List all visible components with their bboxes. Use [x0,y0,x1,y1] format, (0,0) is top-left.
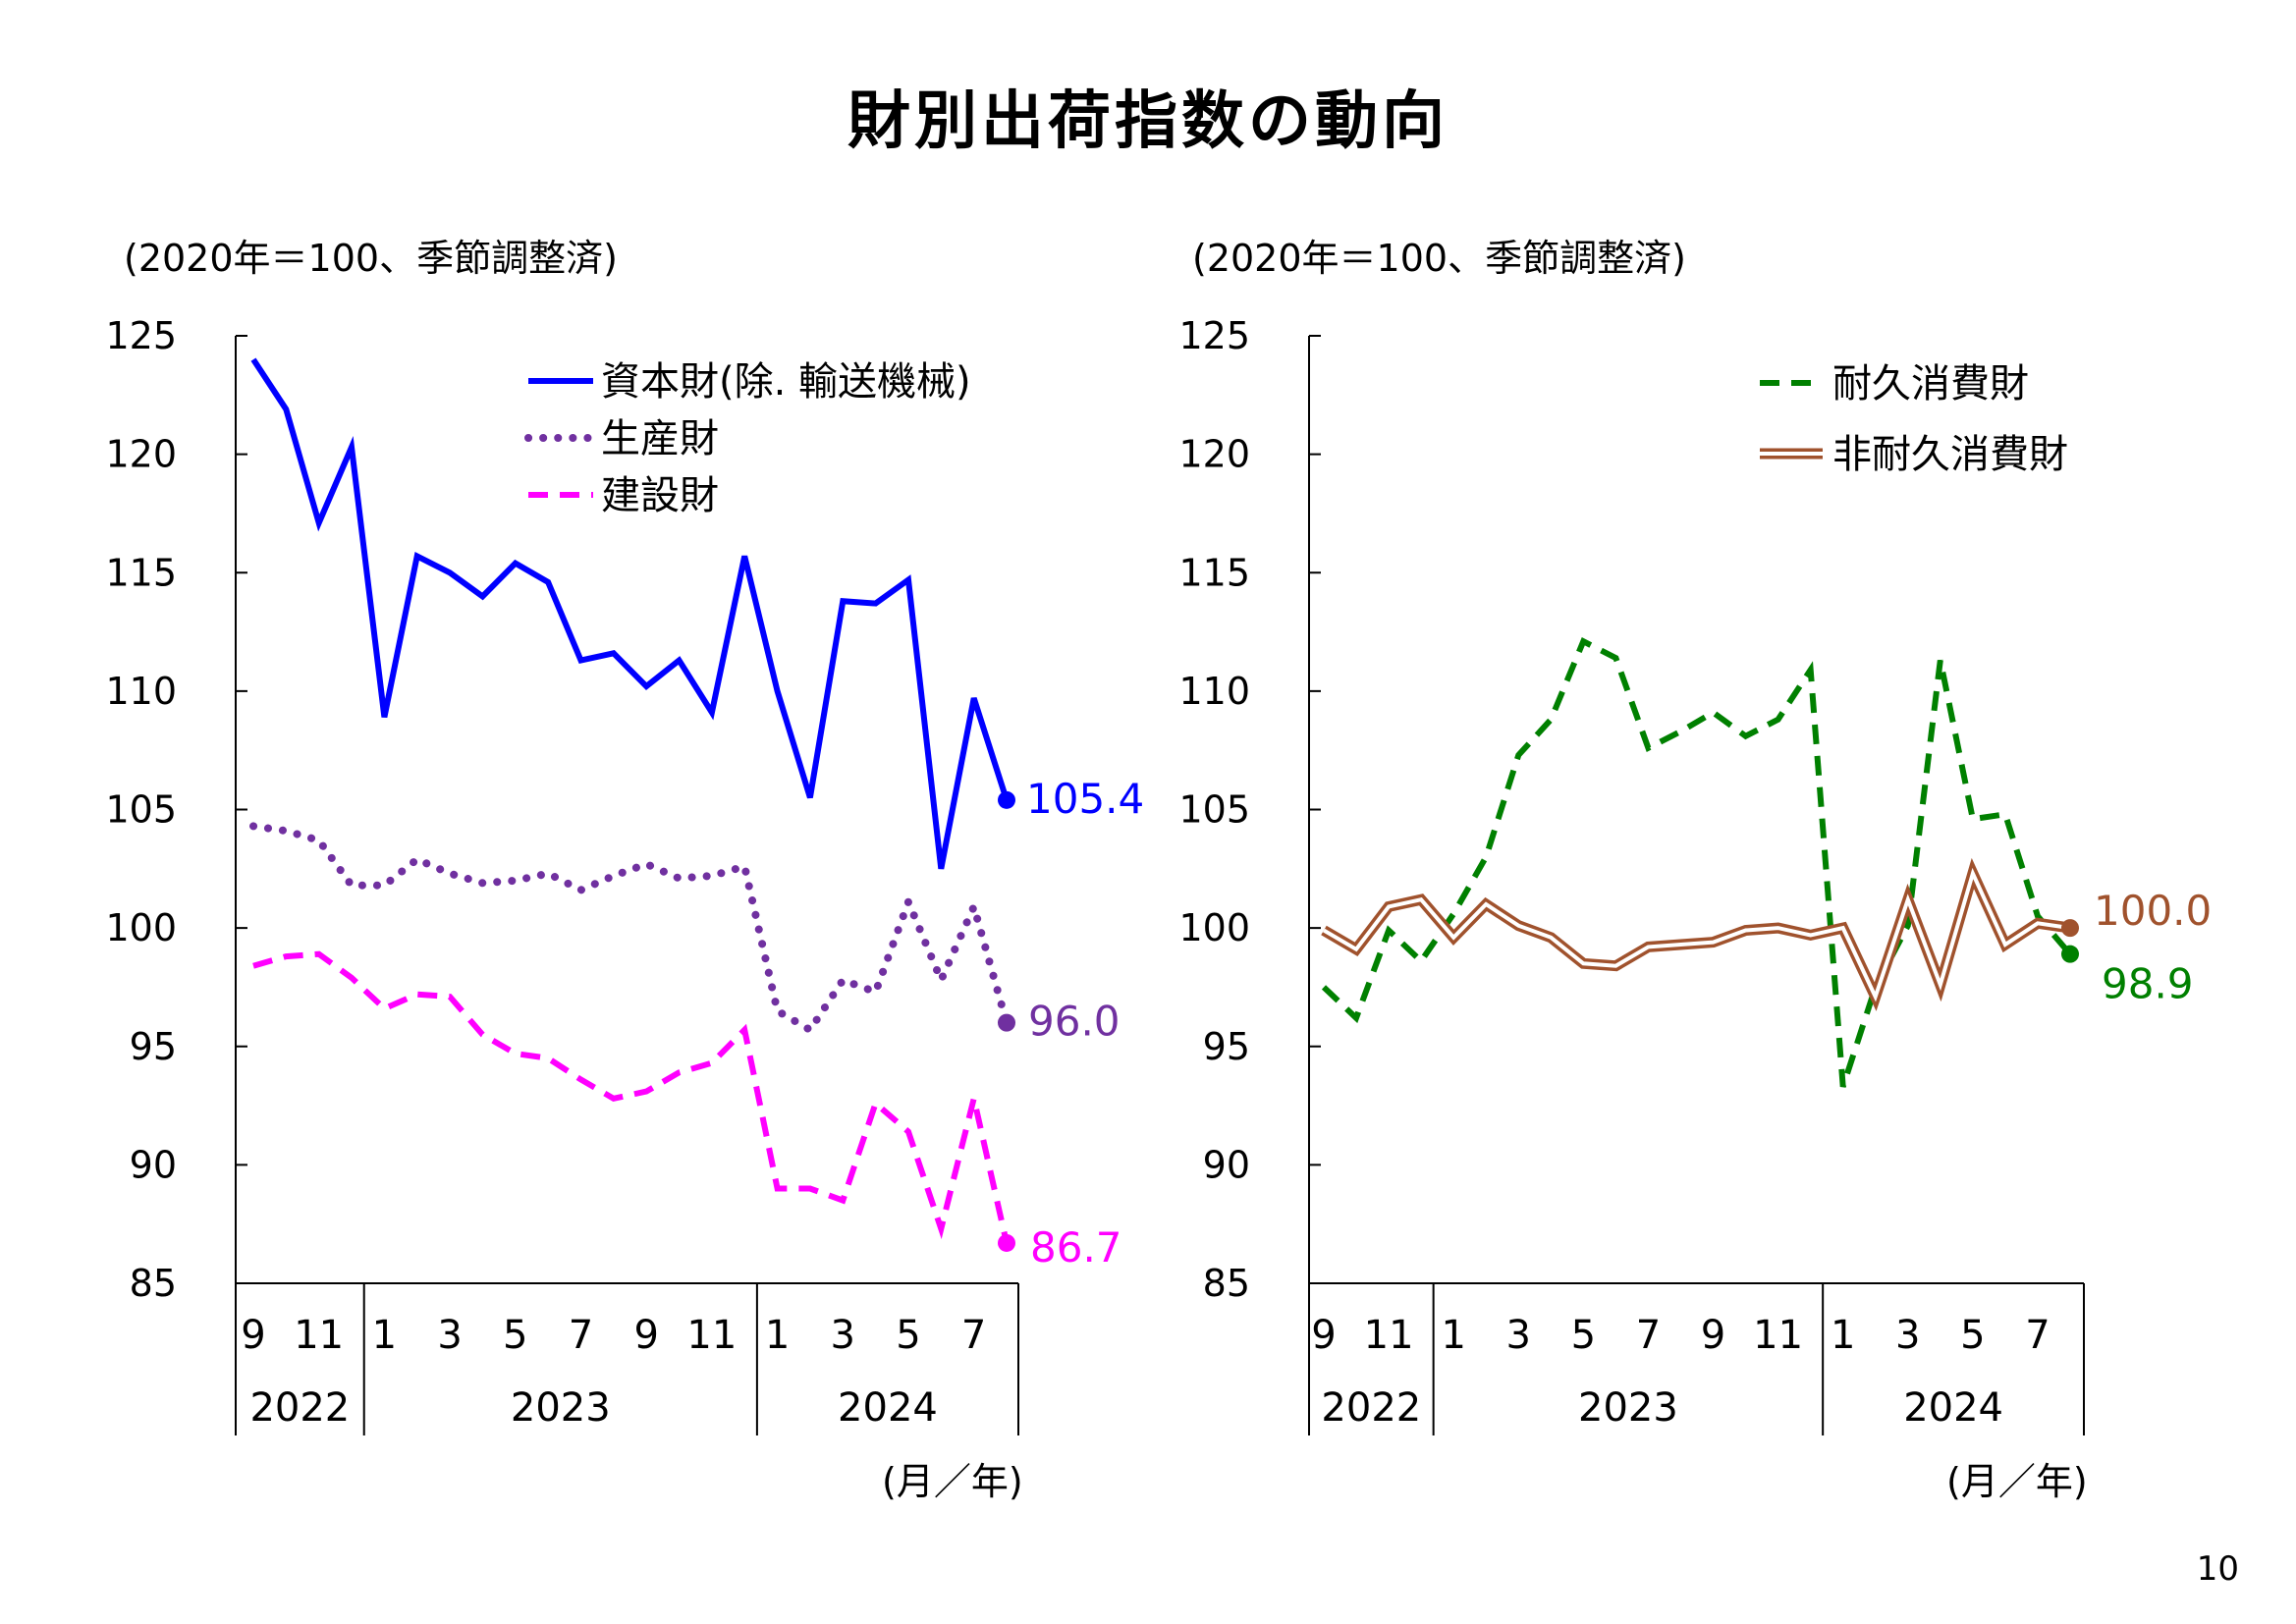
x-month-label: 5 [896,1313,920,1358]
x-month-label: 7 [1636,1313,1661,1358]
series-end-marker [998,1233,1015,1252]
y-tick-label: 125 [1178,314,1250,357]
x-year-label: 2024 [838,1385,938,1431]
y-tick-label: 105 [1178,788,1250,832]
series-end-value-label: 98.9 [2102,960,2194,1008]
legend-label: 資本財(除. 輸送機械) [601,359,971,405]
legend-label: 非耐久消費財 [1832,432,2068,477]
y-tick-label: 85 [130,1262,177,1305]
series-line-path [250,357,1010,870]
series-end-value-label: 100.0 [2094,887,2212,935]
x-month-label: 7 [961,1313,986,1358]
series-line-inner [1322,867,2071,1002]
legend-label: 生産財 [601,416,719,461]
x-month-label: 9 [633,1313,658,1358]
x-year-label: 2022 [249,1385,350,1431]
x-month-label: 5 [503,1313,527,1358]
x-month-label: 11 [686,1313,737,1358]
series-end-marker [998,1013,1015,1032]
y-tick-label: 100 [105,906,177,949]
legend-label: 建設財 [601,473,719,518]
x-month-label: 3 [831,1313,855,1358]
series-end-marker [2061,945,2079,963]
series-line-path [1321,637,2073,1088]
x-month-label: 11 [1364,1313,1414,1358]
x-month-label: 7 [569,1313,593,1358]
x-month-label: 1 [1831,1313,1855,1358]
x-month-label: 1 [1441,1313,1465,1358]
left-unit-label: (2020年＝100、季節調整済) [124,237,618,280]
right-unit-label: (2020年＝100、季節調整済) [1192,237,1686,280]
y-tick-label: 115 [105,551,177,594]
left-x-unit-label: (月／年) [882,1460,1023,1503]
page-title: 財別出荷指数の動向 [847,85,1449,158]
y-tick-label: 115 [1178,551,1250,594]
series-line-path [252,950,1010,1244]
x-month-label: 3 [1895,1313,1920,1358]
y-tick-label: 110 [105,670,177,713]
series-line-2 [252,950,1010,1244]
series-line-1 [249,822,1011,1036]
page-number: 10 [2196,1549,2239,1589]
x-month-label: 5 [1571,1313,1596,1358]
series-end-marker [998,790,1015,809]
x-month-label: 1 [372,1313,397,1358]
series-line-0 [1321,637,2073,1088]
y-tick-label: 120 [105,433,177,476]
series-end-value-label: 105.4 [1026,775,1144,823]
x-month-label: 11 [1753,1313,1803,1358]
x-year-label: 2023 [1578,1385,1678,1431]
x-month-label: 3 [437,1313,462,1358]
y-tick-label: 100 [1178,906,1250,949]
x-year-label: 2024 [1903,1385,2003,1431]
y-tick-label: 120 [1178,433,1250,476]
series-end-value-label: 96.0 [1028,998,1121,1046]
legend-label: 耐久消費財 [1832,361,2029,406]
y-tick-label: 105 [105,788,177,832]
y-tick-label: 90 [1203,1143,1250,1186]
x-month-label: 5 [1960,1313,1985,1358]
x-month-label: 11 [294,1313,344,1358]
x-month-label: 3 [1506,1313,1531,1358]
x-year-label: 2022 [1321,1385,1421,1431]
x-month-label: 9 [1311,1313,1336,1358]
series-line-outer [1321,857,2071,1011]
x-year-label: 2023 [511,1385,611,1431]
series-line-0 [250,357,1010,870]
y-tick-label: 95 [130,1025,177,1068]
series-end-marker [2061,919,2079,938]
y-tick-label: 85 [1203,1262,1250,1305]
y-tick-label: 95 [1203,1025,1250,1068]
y-tick-label: 110 [1178,670,1250,713]
y-tick-label: 125 [105,314,177,357]
right-x-unit-label: (月／年) [1946,1460,2088,1503]
series-line-path [249,822,1011,1036]
x-month-label: 1 [765,1313,790,1358]
x-month-label: 9 [1701,1313,1725,1358]
x-month-label: 7 [2025,1313,2050,1358]
y-tick-label: 90 [130,1143,177,1186]
series-line-1 [1321,857,2071,1011]
x-month-label: 9 [241,1313,265,1358]
series-end-value-label: 86.7 [1030,1223,1122,1272]
